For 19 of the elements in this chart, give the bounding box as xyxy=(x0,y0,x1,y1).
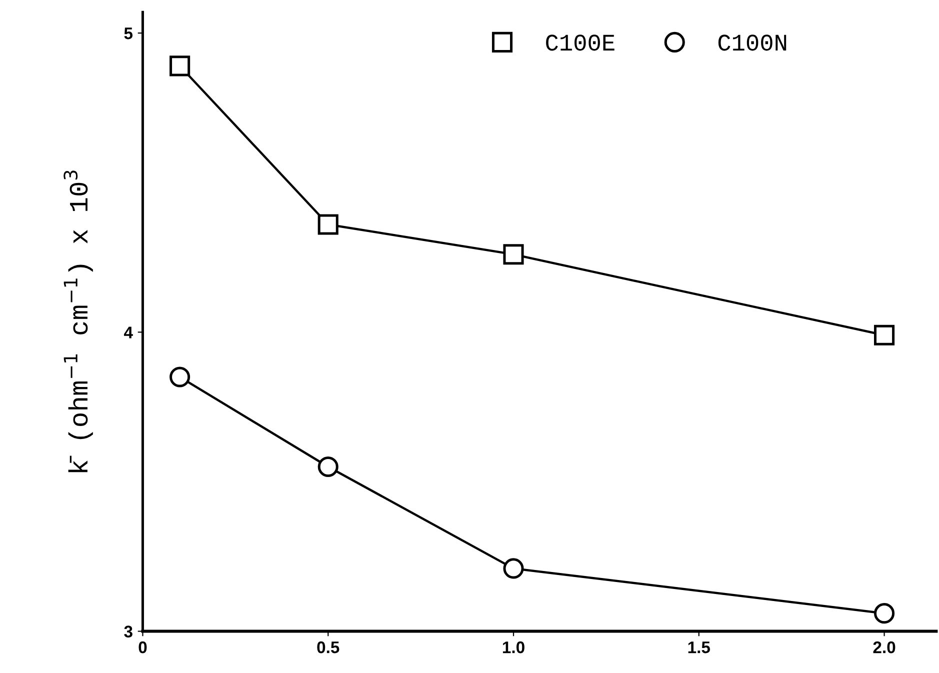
y-axis-title: k̄ (ohm$^{−1}$ cm$^{−1}$) x 10$^{3}$ xyxy=(64,170,93,472)
point xyxy=(503,244,524,265)
x-tick-label: 2.0 xyxy=(873,641,896,654)
point xyxy=(170,56,190,76)
y-tick-label: 5 xyxy=(124,28,133,40)
y-tick-label: 3 xyxy=(124,626,132,638)
point xyxy=(874,603,895,624)
x-tick-label: 0.5 xyxy=(317,641,340,654)
legend-label: C100E xyxy=(546,34,614,51)
point xyxy=(874,324,895,346)
point xyxy=(318,214,338,235)
point xyxy=(503,558,524,579)
x-tick-label: 1.0 xyxy=(502,641,524,654)
x-tick-label: 1.5 xyxy=(688,642,710,654)
legend-label: C100N xyxy=(718,34,786,51)
point xyxy=(318,456,338,478)
point xyxy=(170,366,190,388)
x-tick-label: 0 xyxy=(138,641,147,654)
y-tick-label: 4 xyxy=(124,326,133,338)
